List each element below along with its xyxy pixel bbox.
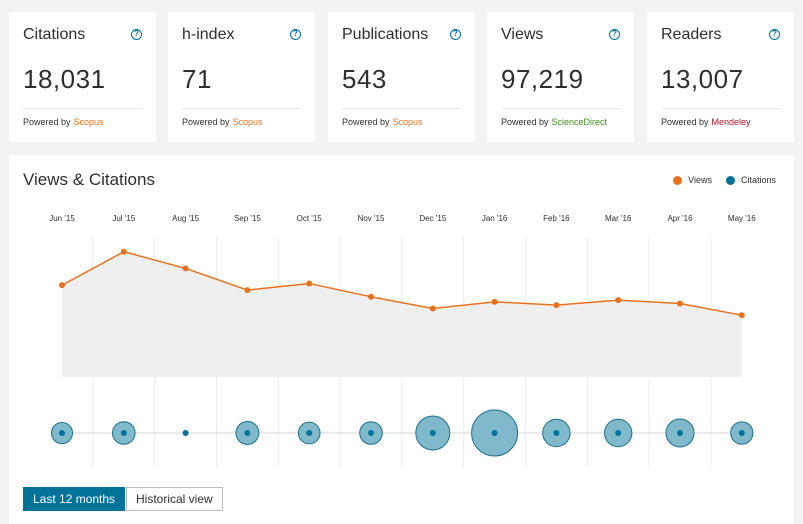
- metric-value: 543: [342, 64, 387, 94]
- powered-by-text: Powered by: [342, 117, 390, 127]
- views-point: [738, 312, 745, 319]
- powered-by: Powered by ScienceDirect: [501, 117, 607, 127]
- views-point: [182, 265, 189, 272]
- powered-by: Powered by Scopus: [23, 117, 104, 127]
- legend-dot-views: [673, 175, 683, 185]
- divider: [23, 108, 142, 109]
- citations-point: [553, 430, 560, 436]
- citations-point: [429, 430, 436, 436]
- divider: [182, 108, 301, 109]
- legend-label-views: Views: [688, 175, 712, 185]
- metric-label: Citations: [23, 26, 86, 43]
- source-link[interactable]: Scopus: [392, 117, 423, 127]
- metric-label: Views: [501, 26, 544, 43]
- source-link[interactable]: Mendeley: [711, 117, 751, 127]
- citations-point: [244, 430, 251, 436]
- legend-item-views[interactable]: Views: [673, 175, 712, 185]
- x-tick-label: Oct '15: [297, 214, 323, 223]
- metric-card-citations: Citations ? 18,031 Powered by Scopus: [9, 12, 156, 142]
- views-citations-chart: Jun '15 Jul '15 Aug '15 Sep '15 Oct '15 Nov '…: [49, 214, 756, 467]
- source-link[interactable]: Scopus: [232, 117, 263, 127]
- help-icon[interactable]: ?: [769, 29, 780, 40]
- citations-point: [738, 430, 745, 436]
- divider: [501, 108, 620, 109]
- metric-card-readers: Readers ? 13,007 Powered by Mendeley: [647, 12, 794, 142]
- help-icon[interactable]: ?: [609, 29, 620, 40]
- metric-label: Publications: [342, 26, 429, 43]
- last-12-months-button[interactable]: Last 12 months: [23, 487, 126, 511]
- powered-by-text: Powered by: [501, 117, 549, 127]
- x-tick-label: Aug '15: [172, 214, 199, 223]
- x-tick-label: Feb '16: [543, 214, 570, 223]
- source-link[interactable]: ScienceDirect: [551, 117, 608, 127]
- citations-point: [59, 430, 65, 436]
- citations-point: [120, 430, 127, 436]
- metric-label: h-index: [182, 26, 235, 43]
- views-point: [553, 302, 560, 309]
- views-point: [368, 293, 374, 300]
- views-point: [120, 248, 127, 255]
- citations-point: [615, 430, 622, 436]
- historical-view-button[interactable]: Historical view: [126, 487, 223, 511]
- citations-point: [306, 430, 313, 436]
- views-point: [429, 305, 436, 312]
- metrics-row: Citations ? 18,031 Powered by Scopus h-in…: [9, 12, 794, 142]
- x-tick-label: May '16: [728, 214, 756, 223]
- x-tick-label: Apr '16: [667, 214, 693, 223]
- x-tick-label: Sep '15: [234, 214, 261, 223]
- help-icon[interactable]: ?: [131, 29, 142, 40]
- powered-by-text: Powered by: [182, 117, 230, 127]
- legend-dot-citations: [725, 175, 735, 185]
- help-icon[interactable]: ?: [290, 29, 301, 40]
- legend-item-citations[interactable]: Citations: [725, 175, 776, 185]
- x-tick-label: Nov '15: [358, 214, 385, 223]
- metric-value: 97,219: [501, 64, 584, 94]
- views-citations-panel: Views & Citations Views Citations Jun '1…: [9, 155, 794, 524]
- powered-by-text: Powered by: [661, 117, 709, 127]
- views-point: [59, 282, 65, 289]
- views-line: [61, 250, 742, 316]
- citations-point: [368, 430, 374, 436]
- metric-label: Readers: [661, 26, 722, 43]
- metric-value: 13,007: [661, 64, 744, 94]
- metric-value: 18,031: [23, 64, 106, 94]
- legend-label-citations: Citations: [740, 175, 776, 185]
- views-point: [677, 300, 683, 307]
- metric-card-publications: Publications ? 543 Powered by Scopus: [328, 12, 475, 142]
- x-tick-label: Jul '15: [112, 214, 135, 223]
- citations-point: [182, 430, 189, 436]
- powered-by: Powered by Scopus: [342, 117, 423, 127]
- metric-card-h-index: h-index ? 71 Powered by Scopus: [168, 12, 315, 142]
- x-tick-label: Jan '16: [482, 214, 508, 223]
- source-link[interactable]: Scopus: [73, 117, 104, 127]
- x-tick-label: Jun '15: [49, 214, 75, 223]
- x-tick-label: Mar '16: [605, 214, 632, 223]
- divider: [661, 108, 780, 109]
- metric-value: 71: [182, 64, 212, 94]
- views-point: [491, 298, 498, 305]
- help-icon[interactable]: ?: [450, 29, 461, 40]
- metric-card-views: Views ? 97,219 Powered by ScienceDirect: [487, 12, 634, 142]
- views-point: [306, 280, 313, 287]
- views-point: [615, 297, 622, 304]
- citations-point: [677, 430, 683, 436]
- powered-by: Powered by Mendeley: [661, 117, 751, 127]
- powered-by-text: Powered by: [23, 117, 71, 127]
- divider: [342, 108, 461, 109]
- views-point: [244, 287, 251, 294]
- x-tick-label: Dec '15: [419, 214, 446, 223]
- chart-title: Views & Citations: [23, 170, 155, 189]
- chart-legend: Views Citations: [673, 175, 776, 185]
- powered-by: Powered by Scopus: [182, 117, 263, 127]
- citations-point: [491, 430, 498, 436]
- views-area: [62, 251, 742, 377]
